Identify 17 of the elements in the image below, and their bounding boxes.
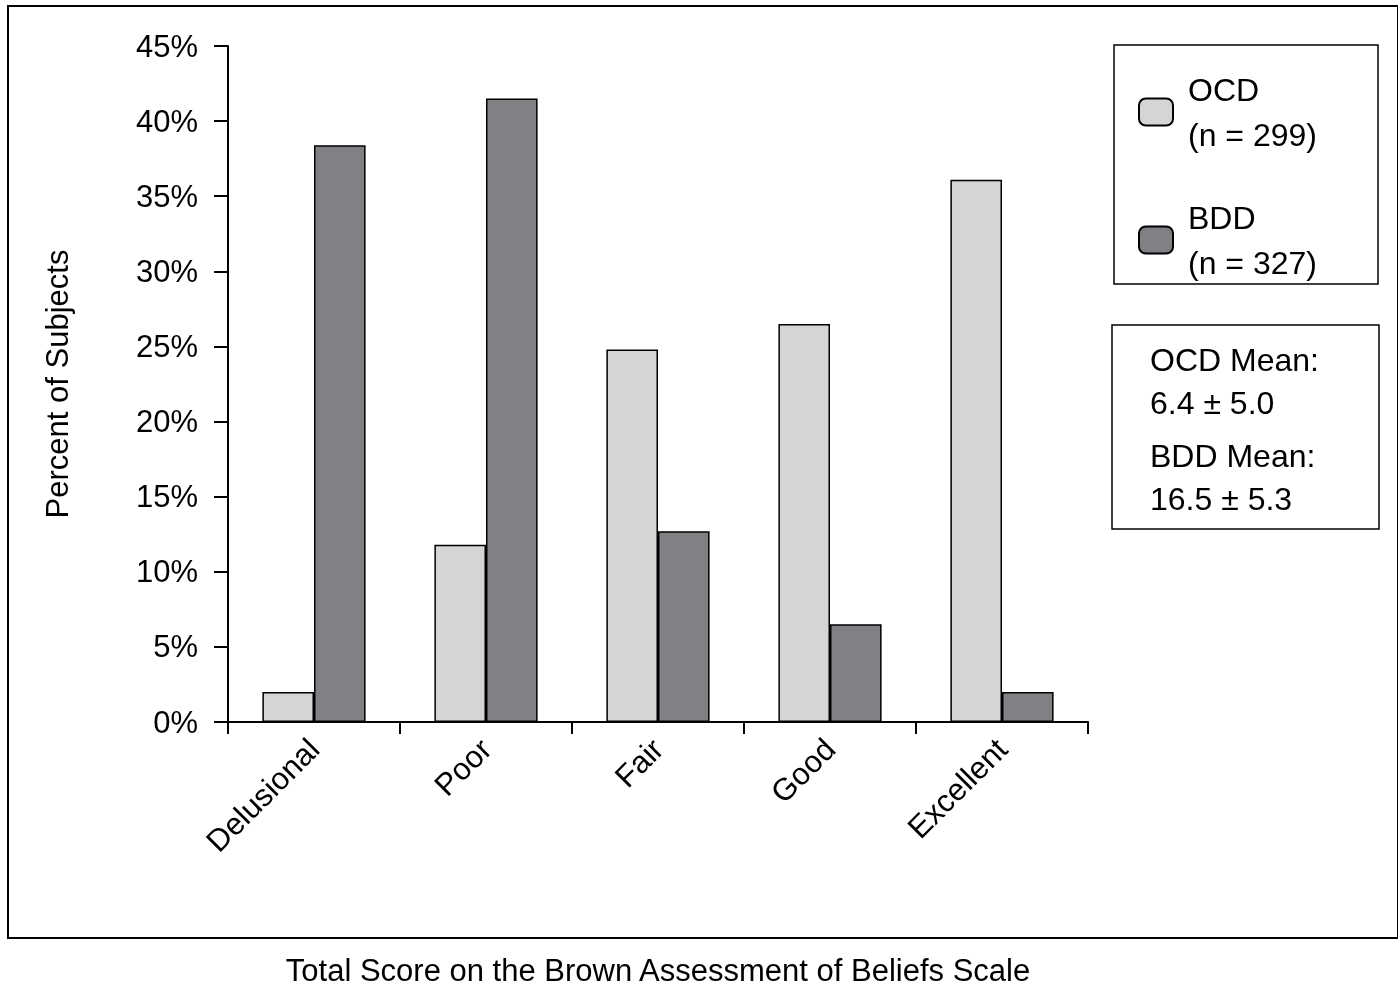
x-tick-label: Fair [607, 731, 671, 795]
y-tick-label: 0% [153, 704, 198, 740]
y-tick-label: 15% [135, 479, 198, 515]
y-axis-title: Percent of Subjects [40, 249, 75, 519]
legend-label: OCD (n = 299) [1188, 71, 1317, 153]
y-tick-label: 5% [153, 629, 198, 665]
text: OCD Mean: 6.4 ± 5.0 [1150, 341, 1319, 421]
legend-label: BDD (n = 327) [1188, 199, 1317, 281]
text: BDD Mean: 16.5 ± 5.3 [1150, 437, 1316, 517]
y-tick-label: 20% [135, 404, 198, 440]
y-tick-label: 40% [135, 103, 198, 139]
y-tick-label: 35% [135, 178, 198, 214]
y-tick-label: 25% [135, 328, 198, 364]
y-tick-label: 30% [135, 253, 198, 289]
x-axis-title: Total Score on the Brown Assessment of Beliefs Scale [285, 953, 1031, 988]
y-tick-label: 10% [135, 554, 198, 590]
y-tick-label: 45% [135, 28, 198, 64]
